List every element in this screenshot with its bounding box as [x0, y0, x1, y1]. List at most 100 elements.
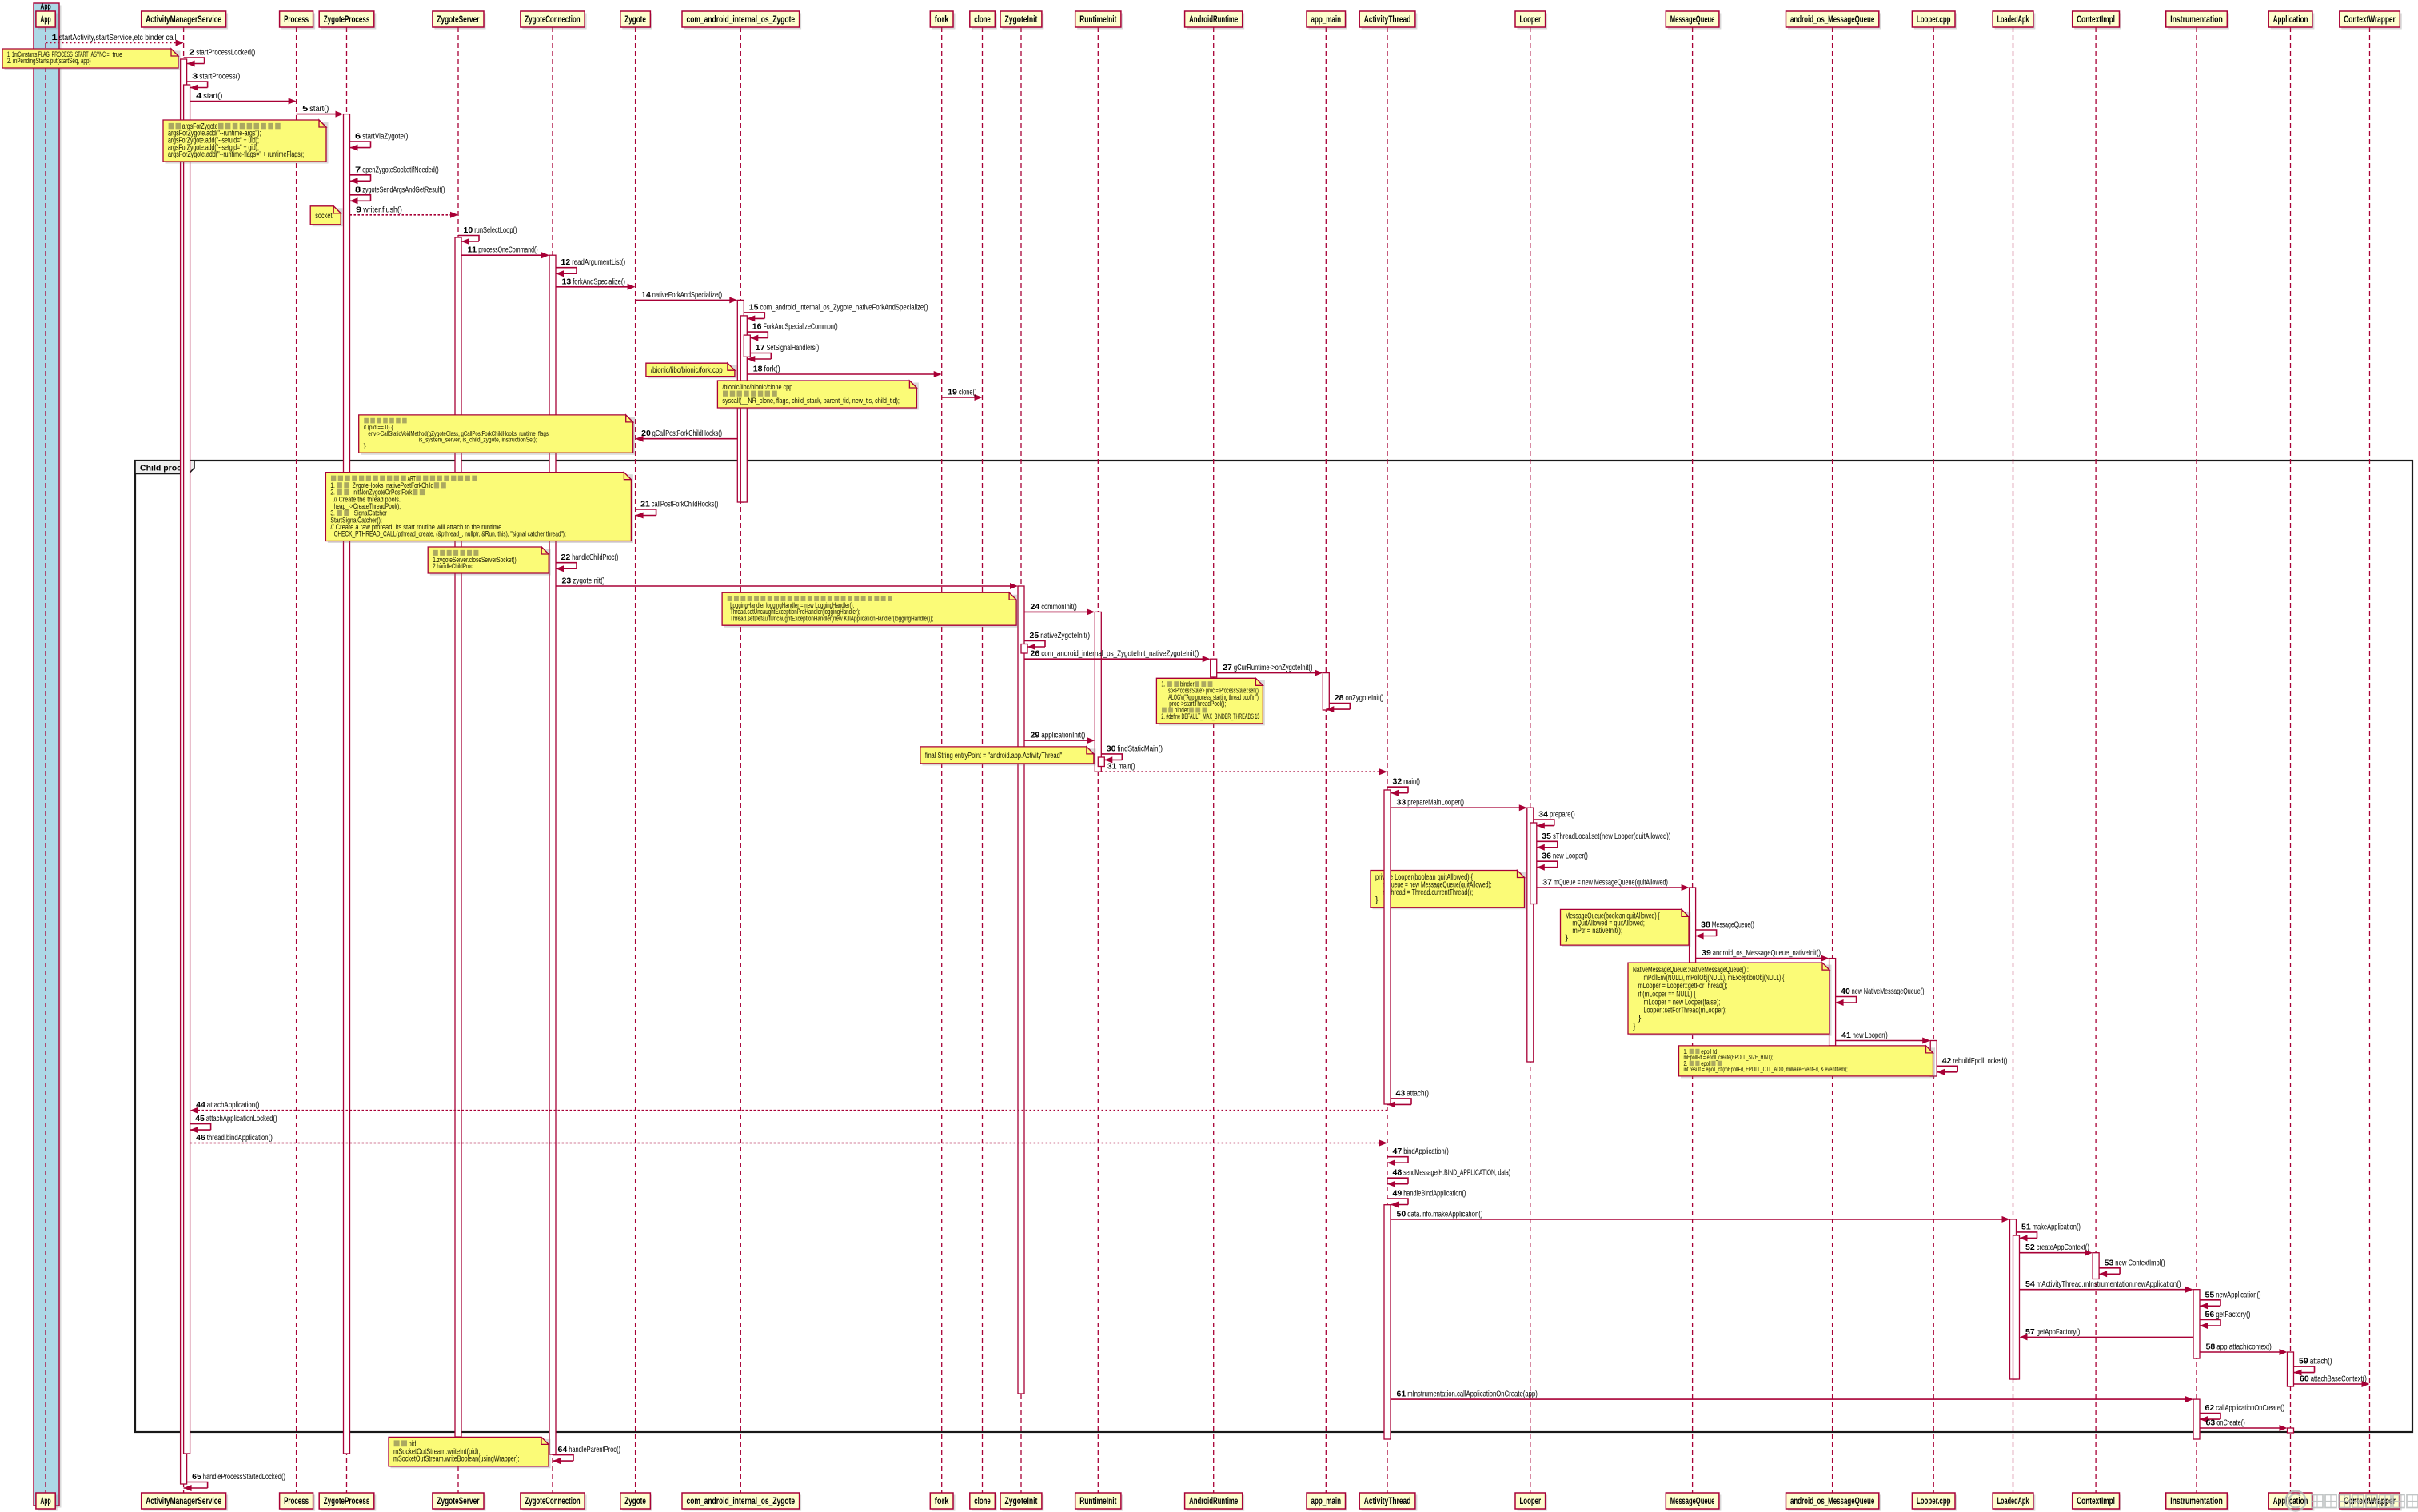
svg-text:LoggingHandler loggingHandler: LoggingHandler loggingHandler = new Logg… [730, 601, 854, 609]
svg-text:}: } [1566, 934, 1569, 943]
svg-text:33: 33 [1397, 798, 1407, 808]
svg-text:LoadedApk: LoadedApk [1997, 15, 2029, 25]
svg-text:handleProcessStartedLocked(): handleProcessStartedLocked() [203, 1472, 285, 1482]
svg-text:binder: binder [1175, 706, 1189, 714]
svg-text:mSocketOutStream.writeBoolean(: mSocketOutStream.writeBoolean(usingWrapp… [393, 1455, 520, 1464]
svg-text:true: true [113, 50, 123, 58]
svg-text:3: 3 [192, 72, 198, 82]
svg-text:Looper: Looper [1520, 1497, 1542, 1506]
svg-text:}: } [1638, 1015, 1642, 1023]
svg-text:mThread = Thread.currentThread: mThread = Thread.currentThread(); [1383, 888, 1473, 897]
svg-text:1.: 1. [1161, 680, 1165, 688]
svg-text:pid: pid [409, 1440, 417, 1449]
svg-text:final String entryPoint = "and: final String entryPoint = "android.app.A… [925, 752, 1064, 760]
svg-text:new Looper(): new Looper() [1853, 1031, 1888, 1040]
svg-text:clone(): clone() [959, 388, 977, 397]
svg-text:34: 34 [1538, 810, 1548, 820]
svg-text:prepareMainLooper(): prepareMainLooper() [1407, 798, 1464, 808]
svg-text:clone: clone [974, 15, 991, 25]
svg-text:54: 54 [2025, 1279, 2035, 1289]
svg-text:ZygoteProcess: ZygoteProcess [324, 15, 370, 25]
svg-text:46: 46 [196, 1133, 205, 1143]
svg-text:}: } [364, 442, 366, 450]
svg-text:clone: clone [974, 1497, 991, 1506]
svg-text:InitNonZygoteOrPostFork: InitNonZygoteOrPostFork [353, 489, 413, 497]
svg-text:android_os_MessageQueue: android_os_MessageQueue [1790, 15, 1874, 25]
svg-text:onCreate(): onCreate() [2216, 1418, 2245, 1428]
svg-text:attachApplicationLocked(): attachApplicationLocked() [206, 1114, 277, 1123]
svg-text:getFactory(): getFactory() [2216, 1310, 2250, 1319]
svg-text:Process: Process [284, 15, 309, 25]
svg-text:argsForZygote.add("--runtime-f: argsForZygote.add("--runtime-flags=" + r… [168, 150, 304, 159]
svg-text:nativeForkAndSpecialize(): nativeForkAndSpecialize() [652, 290, 722, 300]
svg-text:startProcess(): startProcess() [199, 72, 240, 82]
svg-text:onZygoteInit(): onZygoteInit() [1346, 693, 1384, 703]
svg-text:argsForZygote: argsForZygote [182, 122, 218, 131]
svg-text:LoadedApk: LoadedApk [1997, 1497, 2029, 1506]
svg-text:startViaZygote(): startViaZygote() [362, 132, 408, 142]
svg-text:ContextImpl: ContextImpl [2077, 15, 2115, 25]
svg-text:processOneCommand(): processOneCommand() [478, 245, 537, 255]
svg-text:58: 58 [2206, 1342, 2216, 1352]
svg-text:28: 28 [1335, 693, 1344, 703]
svg-text:ActivityManagerService: ActivityManagerService [146, 15, 221, 25]
svg-text:runSelectLoop(): runSelectLoop() [474, 225, 517, 235]
svg-text:handleChildProc(): handleChildProc() [572, 553, 618, 562]
svg-text:1: 1 [52, 33, 58, 42]
svg-text:new NativeMessageQueue(): new NativeMessageQueue() [1852, 987, 1925, 996]
svg-text:63: 63 [2206, 1418, 2216, 1428]
svg-text:11: 11 [468, 245, 477, 255]
svg-text:// Create a raw pthread; its s: // Create a raw pthread; its start routi… [330, 523, 503, 532]
svg-text:ZygoteServer: ZygoteServer [437, 15, 479, 25]
svg-text:57: 57 [2025, 1327, 2035, 1337]
svg-text:callApplicationOnCreate(): callApplicationOnCreate() [2216, 1403, 2284, 1413]
svg-text:app_main: app_main [1311, 1497, 1342, 1506]
svg-text:getAppFactory(): getAppFactory() [2037, 1327, 2081, 1337]
svg-text:38: 38 [1701, 920, 1710, 930]
svg-text:rebuildEpollLocked(): rebuildEpollLocked() [1953, 1056, 2007, 1066]
svg-text:if (mLooper == NULL) {: if (mLooper == NULL) { [1638, 990, 1696, 999]
svg-text:20: 20 [641, 429, 651, 438]
svg-text:callPostForkChildHooks(): callPostForkChildHooks() [652, 500, 719, 509]
svg-text:49: 49 [1393, 1189, 1403, 1199]
svg-text:61: 61 [1397, 1390, 1407, 1399]
svg-text:attachApplication(): attachApplication() [207, 1100, 260, 1110]
svg-text:handleParentProc(): handleParentProc() [569, 1445, 620, 1454]
svg-text:App: App [40, 2, 50, 12]
svg-text:15: 15 [749, 302, 759, 312]
svg-text:24: 24 [1031, 602, 1040, 612]
svg-text:53: 53 [2105, 1258, 2114, 1267]
svg-text:2. mPendingStarts.put(startSeq: 2. mPendingStarts.put(startSeq, app) [7, 57, 91, 65]
svg-text:proc->startThreadPool();: proc->startThreadPool(); [1169, 700, 1226, 708]
svg-text:mPollEnv(NULL), mPollObj(NULL): mPollEnv(NULL), mPollObj(NULL), mExcepti… [1644, 974, 1785, 983]
svg-text:MessageQueue: MessageQueue [1670, 1497, 1715, 1506]
svg-text:Instrumentation: Instrumentation [2170, 15, 2223, 25]
svg-text:fork: fork [935, 1497, 949, 1506]
svg-text:2. #define DEFAULT_MAX_BINDER_: 2. #define DEFAULT_MAX_BINDER_THREADS 15 [1161, 712, 1259, 720]
svg-text:51: 51 [2021, 1222, 2031, 1231]
svg-text:64: 64 [558, 1445, 568, 1454]
svg-text:ActivityManagerService: ActivityManagerService [146, 1497, 221, 1506]
svg-text:ActivityThread: ActivityThread [1364, 1497, 1411, 1506]
svg-text:Application: Application [2273, 15, 2308, 25]
svg-text:epoll: epoll [1701, 1060, 1711, 1067]
svg-text:50: 50 [1397, 1209, 1407, 1219]
svg-text:nativeZygoteInit(): nativeZygoteInit() [1040, 631, 1090, 640]
svg-text:commonInit(): commonInit() [1041, 602, 1077, 612]
svg-text:mSocketOutStream.writeInt(pid): mSocketOutStream.writeInt(pid); [393, 1447, 481, 1456]
svg-text:Looper.cpp: Looper.cpp [1917, 1497, 1951, 1506]
svg-text:16: 16 [752, 322, 762, 332]
svg-text:App: App [40, 15, 50, 25]
svg-text:NativeMessageQueue::NativeMess: NativeMessageQueue::NativeMessageQueue()… [1633, 966, 1749, 975]
svg-text:8: 8 [355, 185, 361, 194]
svg-text:app.attach(context): app.attach(context) [2216, 1342, 2272, 1352]
svg-text:fork(): fork() [764, 365, 780, 374]
svg-text:AndroidRuntime: AndroidRuntime [1189, 1497, 1238, 1506]
svg-text:13: 13 [562, 277, 572, 286]
svg-text:app_main: app_main [1311, 15, 1342, 25]
svg-text:new ContextImpl(): new ContextImpl() [2115, 1258, 2165, 1267]
svg-text:mEpollFd = epoll_create(EPOLL_: mEpollFd = epoll_create(EPOLL_SIZE_HINT)… [1684, 1054, 1774, 1061]
svg-text:main(): main() [1403, 777, 1420, 787]
svg-text:/bionic/libc/bionic/fork.cpp: /bionic/libc/bionic/fork.cpp [651, 366, 723, 375]
svg-text:1.: 1. [330, 481, 335, 490]
